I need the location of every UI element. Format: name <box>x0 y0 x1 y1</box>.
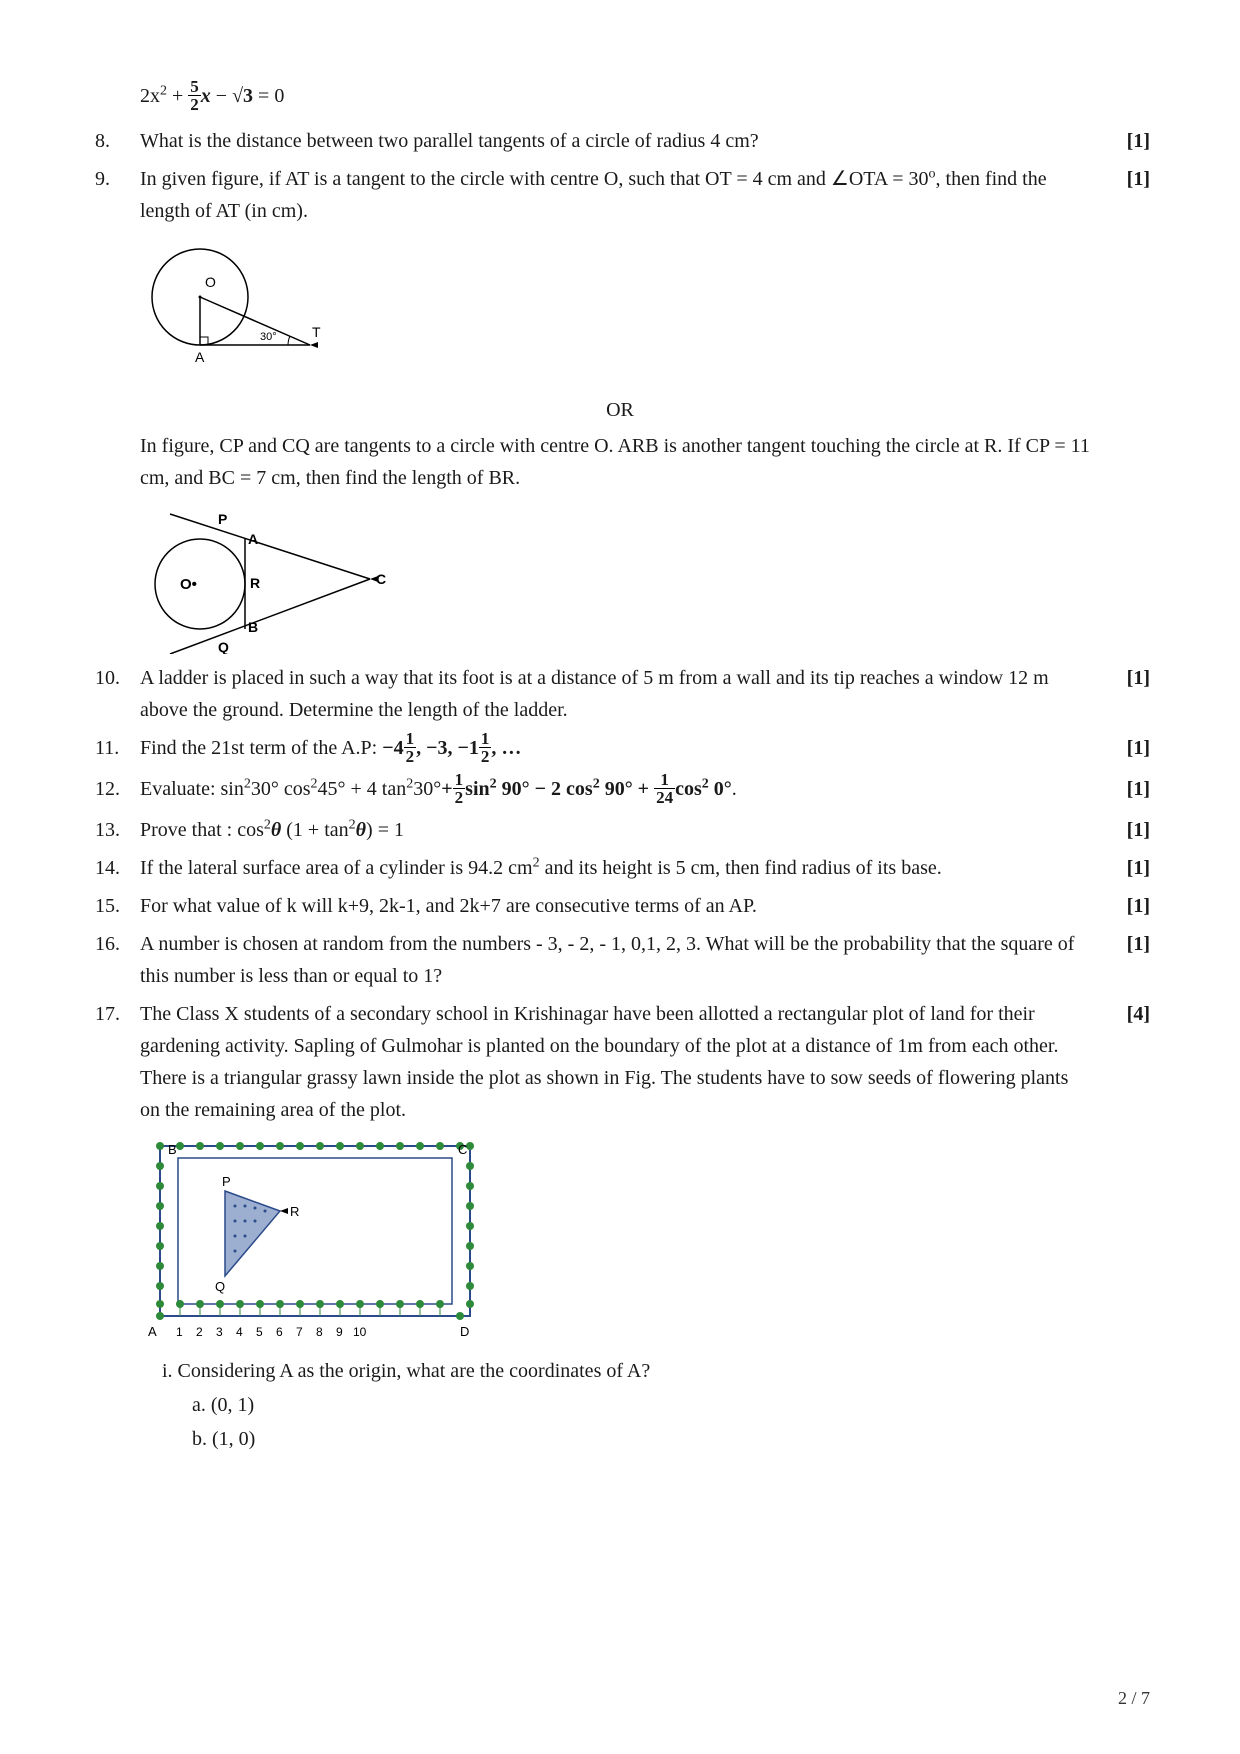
q-text: If the lateral surface area of a cylinde… <box>140 852 1100 884</box>
question-9: 9. In given figure, if AT is a tangent t… <box>90 163 1150 227</box>
q-num: 8. <box>90 125 140 157</box>
q-marks: [4] <box>1100 998 1150 1030</box>
question-15: 15. For what value of k will k+9, 2k-1, … <box>90 890 1150 922</box>
svg-text:1: 1 <box>176 1325 183 1339</box>
q-marks: [1] <box>1100 928 1150 960</box>
svg-text:P: P <box>218 511 227 527</box>
svg-text:O•: O• <box>180 576 197 593</box>
q-num: 12. <box>90 773 140 805</box>
q-num: 10. <box>90 662 140 694</box>
q-text: A number is chosen at random from the nu… <box>140 928 1100 992</box>
q-num: 15. <box>90 890 140 922</box>
q-marks: [1] <box>1100 852 1150 884</box>
question-14: 14. If the lateral surface area of a cyl… <box>90 852 1150 884</box>
svg-text:8: 8 <box>316 1325 323 1339</box>
svg-text:4: 4 <box>236 1325 243 1339</box>
question-12: 12. Evaluate: sin230° cos245° + 4 tan230… <box>90 773 1150 808</box>
svg-text:R: R <box>250 575 260 591</box>
svg-text:6: 6 <box>276 1325 283 1339</box>
q17-sub-i: i. Considering A as the origin, what are… <box>162 1354 1150 1388</box>
question-10: 10. A ladder is placed in such a way tha… <box>90 662 1150 726</box>
q-text: The Class X students of a secondary scho… <box>140 998 1100 1126</box>
question-16: 16. A number is chosen at random from th… <box>90 928 1150 992</box>
diagram-q17: B C A D P Q R 1 2 3 4 5 6 7 8 9 10 <box>140 1136 1150 1346</box>
question-8: 8. What is the distance between two para… <box>90 125 1150 157</box>
q-marks: [1] <box>1100 890 1150 922</box>
svg-text:T: T <box>312 324 321 340</box>
equation-continuation: 2x2 + 52x − √3 = 0 <box>140 80 1150 115</box>
q-marks: [1] <box>1100 163 1150 195</box>
svg-text:O: O <box>205 274 216 290</box>
svg-text:R: R <box>290 1204 299 1219</box>
diagram-q9a: O A T 30° <box>140 237 1150 387</box>
or-separator: OR <box>90 399 1150 422</box>
question-11: 11. Find the 21st term of the A.P: −412,… <box>90 732 1150 767</box>
svg-text:10: 10 <box>353 1325 367 1339</box>
svg-text:D: D <box>460 1324 469 1339</box>
q-text: What is the distance between two paralle… <box>140 125 1100 157</box>
q-num: 16. <box>90 928 140 960</box>
q17-opt-a: a. (0, 1) <box>192 1388 1150 1422</box>
svg-text:9: 9 <box>336 1325 343 1339</box>
q-text: Evaluate: sin230° cos245° + 4 tan230°+12… <box>140 773 1100 808</box>
q17-opt-b: b. (1, 0) <box>192 1422 1150 1456</box>
svg-text:Q: Q <box>218 639 229 654</box>
svg-text:7: 7 <box>296 1325 303 1339</box>
q-text: Find the 21st term of the A.P: −412, −3,… <box>140 732 1100 767</box>
svg-text:B: B <box>168 1142 177 1157</box>
svg-text:A: A <box>195 349 205 365</box>
svg-text:A: A <box>148 1324 157 1339</box>
q-num: 17. <box>90 998 140 1030</box>
svg-text:30°: 30° <box>260 331 277 343</box>
diagram-q9b: O• P Q A B R C <box>140 504 1150 654</box>
q-text: Prove that : cos2θ (1 + tan2θ) = 1 <box>140 814 1100 846</box>
svg-text:P: P <box>222 1174 231 1189</box>
q-text: In given figure, if AT is a tangent to t… <box>140 163 1100 227</box>
q-num: 14. <box>90 852 140 884</box>
q-num: 13. <box>90 814 140 846</box>
svg-text:5: 5 <box>256 1325 263 1339</box>
svg-text:A: A <box>248 531 258 547</box>
q-text: For what value of k will k+9, 2k-1, and … <box>140 890 1100 922</box>
page-number: 2 / 7 <box>1118 1688 1150 1709</box>
q-marks: [1] <box>1100 125 1150 157</box>
svg-text:Q: Q <box>215 1279 225 1294</box>
question-13: 13. Prove that : cos2θ (1 + tan2θ) = 1 [… <box>90 814 1150 846</box>
q-marks: [1] <box>1100 814 1150 846</box>
svg-text:C: C <box>458 1142 467 1157</box>
q-marks: [1] <box>1100 662 1150 694</box>
q-marks: [1] <box>1100 732 1150 764</box>
q-text: A ladder is placed in such a way that it… <box>140 662 1100 726</box>
q-num: 11. <box>90 732 140 764</box>
svg-text:2: 2 <box>196 1325 203 1339</box>
q-marks: [1] <box>1100 773 1150 805</box>
q9-part-b: In figure, CP and CQ are tangents to a c… <box>140 430 1150 494</box>
question-17: 17. The Class X students of a secondary … <box>90 998 1150 1126</box>
q-num: 9. <box>90 163 140 195</box>
svg-text:3: 3 <box>216 1325 223 1339</box>
svg-text:B: B <box>248 619 258 635</box>
